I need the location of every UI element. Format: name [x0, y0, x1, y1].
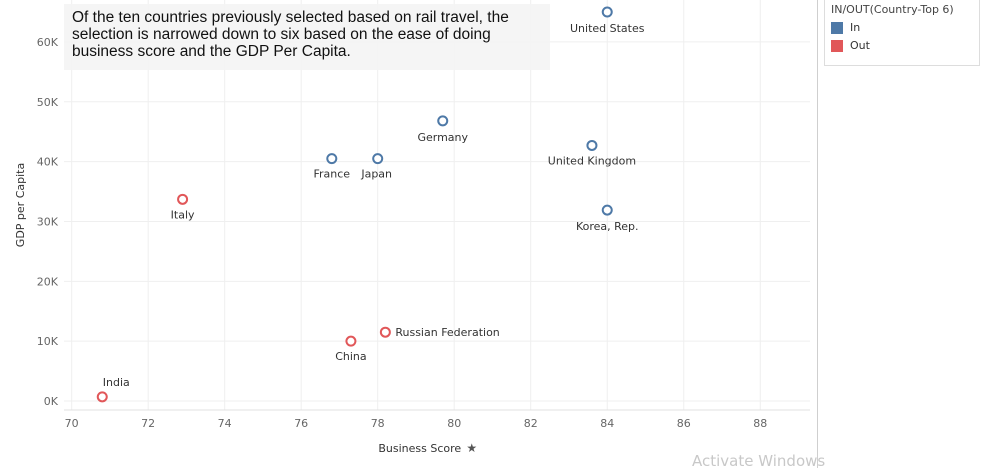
x-tick-label: 80 [447, 417, 461, 430]
activate-windows-watermark: Activate Windows [692, 452, 826, 470]
x-tick-label: 74 [218, 417, 232, 430]
x-tick-label: 86 [677, 417, 691, 430]
x-tick-label: 72 [141, 417, 155, 430]
x-tick-label: 88 [753, 417, 767, 430]
data-point-united-states [601, 6, 613, 18]
data-point-germany [437, 115, 449, 127]
x-tick-label: 70 [65, 417, 79, 430]
legend-swatch-in [831, 21, 843, 34]
pane-divider [817, 0, 818, 468]
point-label-germany: Germany [417, 131, 468, 144]
x-tick-label: 78 [371, 417, 385, 430]
legend-swatch-out [831, 39, 843, 52]
legend-item-in[interactable]: In [831, 21, 979, 34]
y-tick-label: 50K [37, 96, 59, 109]
data-point-china [345, 335, 357, 347]
annotation-box: Of the ten countries previously selected… [64, 4, 550, 70]
y-tick-label: 0K [44, 395, 59, 408]
x-tick-label: 84 [600, 417, 614, 430]
pin-icon: ★ [466, 441, 477, 455]
x-axis-title: Business Score [378, 442, 461, 455]
point-label-france: France [314, 168, 351, 181]
y-tick-label: 20K [37, 275, 59, 288]
point-label-korea-rep: Korea, Rep. [576, 220, 639, 233]
y-tick-label: 40K [37, 156, 59, 169]
point-label-united-states: United States [570, 22, 645, 35]
y-tick-label: 60K [37, 36, 59, 49]
data-point-russian-federation [379, 326, 391, 338]
data-point-japan [372, 153, 384, 165]
data-point-india [96, 391, 108, 403]
legend-title: IN/OUT(Country-Top 6) [831, 3, 954, 16]
point-label-united-kingdom: United Kingdom [548, 154, 636, 167]
x-tick-label: 76 [294, 417, 308, 430]
y-axis-title: GDP per Capita [14, 163, 27, 247]
legend-label-in: In [850, 21, 861, 34]
point-label-italy: Italy [171, 208, 195, 221]
x-tick-label: 82 [524, 417, 538, 430]
point-label-china: China [335, 350, 366, 363]
point-label-russian-federation: Russian Federation [395, 326, 499, 339]
y-tick-label: 30K [37, 215, 59, 228]
color-legend[interactable]: IN/OUT(Country-Top 6) In Out [824, 0, 980, 66]
point-label-india: India [103, 376, 130, 389]
data-point-france [326, 153, 338, 165]
legend-item-out[interactable]: Out [831, 39, 979, 52]
data-point-korea-rep [601, 204, 613, 216]
y-tick-label: 10K [37, 335, 59, 348]
legend-label-out: Out [850, 39, 870, 52]
point-label-japan: Japan [360, 168, 392, 181]
data-point-united-kingdom [586, 139, 598, 151]
data-point-italy [177, 193, 189, 205]
